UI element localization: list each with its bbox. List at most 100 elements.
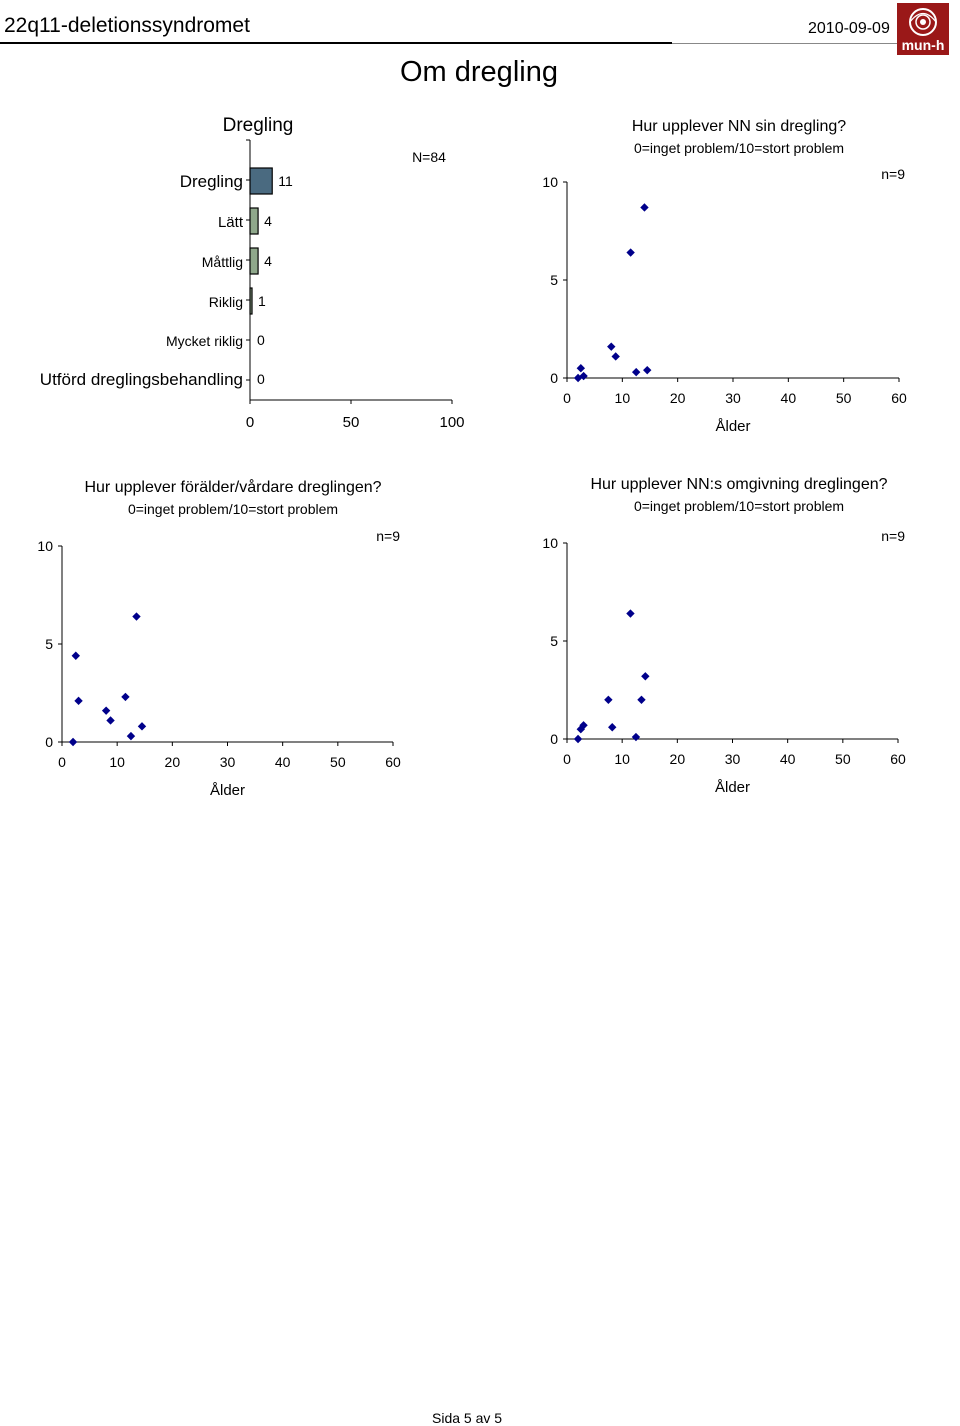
scatter-point: [626, 248, 635, 257]
bar-value-label: 1: [258, 293, 266, 309]
mun-h-logo: mun-h: [897, 3, 949, 55]
scatter-x-axis-label: Ålder: [715, 779, 750, 796]
logo-text: mun-h: [901, 37, 945, 53]
bar-chart-n-label: N=84: [412, 149, 446, 165]
scatter-y-tick-label: 0: [550, 370, 558, 386]
document-date: 2010-09-09: [808, 20, 890, 37]
scatter-x-tick-label: 0: [563, 751, 571, 767]
scatter-point: [101, 706, 111, 715]
scatter-x-tick-label: 30: [725, 751, 741, 767]
scatter-subtitle: 0=inget problem/10=stort problem: [634, 498, 844, 514]
logo-emblem-icon: [909, 8, 937, 36]
scatter-point: [640, 203, 649, 212]
header-divider-thin: [672, 43, 900, 44]
scatter-x-axis-label: Ålder: [210, 782, 245, 799]
scatter-point: [121, 692, 130, 702]
scatter-point: [607, 342, 616, 351]
page-heading: Om dregling: [400, 56, 558, 88]
scatter-y-tick-label: 5: [550, 633, 558, 649]
bar-category-label: Riklig: [209, 294, 243, 310]
scatter-title: Hur upplever NN sin dregling?: [632, 118, 846, 135]
scatter-point: [68, 737, 78, 747]
scatter-x-tick-label: 40: [781, 390, 797, 406]
bar-category-label: Utförd dreglingsbehandling: [40, 370, 243, 389]
scatter-point: [604, 695, 613, 704]
bar-x-tick-label: 100: [439, 414, 464, 431]
scatter-point: [126, 731, 136, 741]
scatter-x-tick-label: 50: [835, 751, 851, 767]
scatter-x-axis-label: Ålder: [715, 418, 750, 435]
scatter-n-label: n=9: [881, 528, 905, 544]
scatter-point: [71, 651, 80, 660]
scatter-x-tick-label: 40: [780, 751, 796, 767]
scatter-point: [573, 734, 583, 744]
scatter-point: [576, 364, 586, 373]
scatter-x-tick-label: 60: [891, 390, 907, 406]
scatter-x-tick-label: 30: [725, 390, 741, 406]
scatter-point: [637, 695, 646, 704]
scatter-title: Hur upplever NN:s omgivning dreglingen?: [590, 476, 887, 493]
bar: [249, 287, 253, 315]
scatter-y-tick-label: 5: [550, 272, 558, 288]
scatter-x-tick-label: 60: [890, 751, 906, 767]
scatter-x-tick-label: 30: [220, 754, 236, 770]
scatter-x-tick-label: 20: [165, 754, 181, 770]
scatter-x-tick-label: 20: [670, 390, 686, 406]
scatter-x-tick-label: 0: [563, 390, 571, 406]
scatter-x-tick-label: 50: [330, 754, 346, 770]
scatter-x-tick-label: 60: [385, 754, 401, 770]
scatter-y-tick-label: 5: [45, 636, 53, 652]
bar: [249, 207, 259, 235]
bar-value-label: 11: [278, 173, 293, 189]
bar-value-label: 0: [257, 371, 265, 387]
scatter-x-tick-label: 20: [670, 751, 686, 767]
page-footer: Sida 5 av 5: [432, 1410, 503, 1426]
header-divider: [0, 42, 672, 44]
bar: [249, 247, 259, 275]
bar-category-label: Lätt: [218, 214, 244, 231]
scatter-x-tick-label: 10: [109, 754, 125, 770]
scatter-title: Hur upplever förälder/vårdare dreglingen…: [84, 478, 381, 496]
scatter-point: [106, 716, 115, 725]
scatter-point: [631, 732, 641, 742]
scatter-y-tick-label: 10: [542, 535, 558, 551]
scatter-point: [74, 696, 83, 706]
nn-dregling-scatter-chart: Hur upplever NN sin dregling? 0=inget pro…: [542, 118, 907, 435]
scatter-point: [132, 612, 141, 621]
scatter-point: [573, 373, 583, 383]
scatter-point: [631, 367, 641, 377]
scatter-n-label: n=9: [376, 528, 400, 544]
scatter-n-label: n=9: [881, 166, 905, 182]
scatter-x-tick-label: 40: [275, 754, 291, 770]
scatter-x-tick-label: 10: [615, 390, 631, 406]
scatter-point: [611, 352, 620, 361]
scatter-subtitle: 0=inget problem/10=stort problem: [634, 140, 844, 156]
scatter-point: [137, 722, 147, 731]
scatter-y-tick-label: 10: [542, 174, 558, 190]
bar-x-tick-label: 50: [343, 414, 360, 431]
scatter-x-tick-label: 0: [58, 754, 66, 770]
bar-chart-title: Dregling: [223, 115, 294, 136]
scatter-x-tick-label: 10: [614, 751, 630, 767]
bar-category-label: Dregling: [180, 172, 243, 191]
bar: [249, 167, 273, 195]
scatter-x-tick-label: 50: [836, 390, 852, 406]
scatter-point: [643, 365, 652, 375]
bar-category-label: Måttlig: [202, 254, 243, 270]
bar-value-label: 4: [264, 253, 272, 269]
bar-value-label: 0: [257, 332, 265, 348]
document-title: 22q11-deletionssyndromet: [4, 14, 250, 37]
scatter-y-tick-label: 0: [45, 734, 53, 750]
surroundings-dregling-scatter-chart: Hur upplever NN:s omgivning dreglingen? 0…: [542, 476, 906, 796]
bar-x-tick-label: 0: [246, 414, 254, 431]
bar-value-label: 4: [264, 213, 272, 229]
scatter-subtitle: 0=inget problem/10=stort problem: [128, 501, 338, 517]
scatter-point: [641, 672, 650, 681]
scatter-y-tick-label: 10: [37, 538, 53, 554]
scatter-y-tick-label: 0: [550, 731, 558, 747]
scatter-point: [608, 723, 617, 732]
scatter-point: [626, 609, 635, 618]
caregiver-dregling-scatter-chart: Hur upplever förälder/vårdare dreglingen…: [37, 478, 401, 799]
bar-category-label: Mycket riklig: [166, 333, 243, 349]
